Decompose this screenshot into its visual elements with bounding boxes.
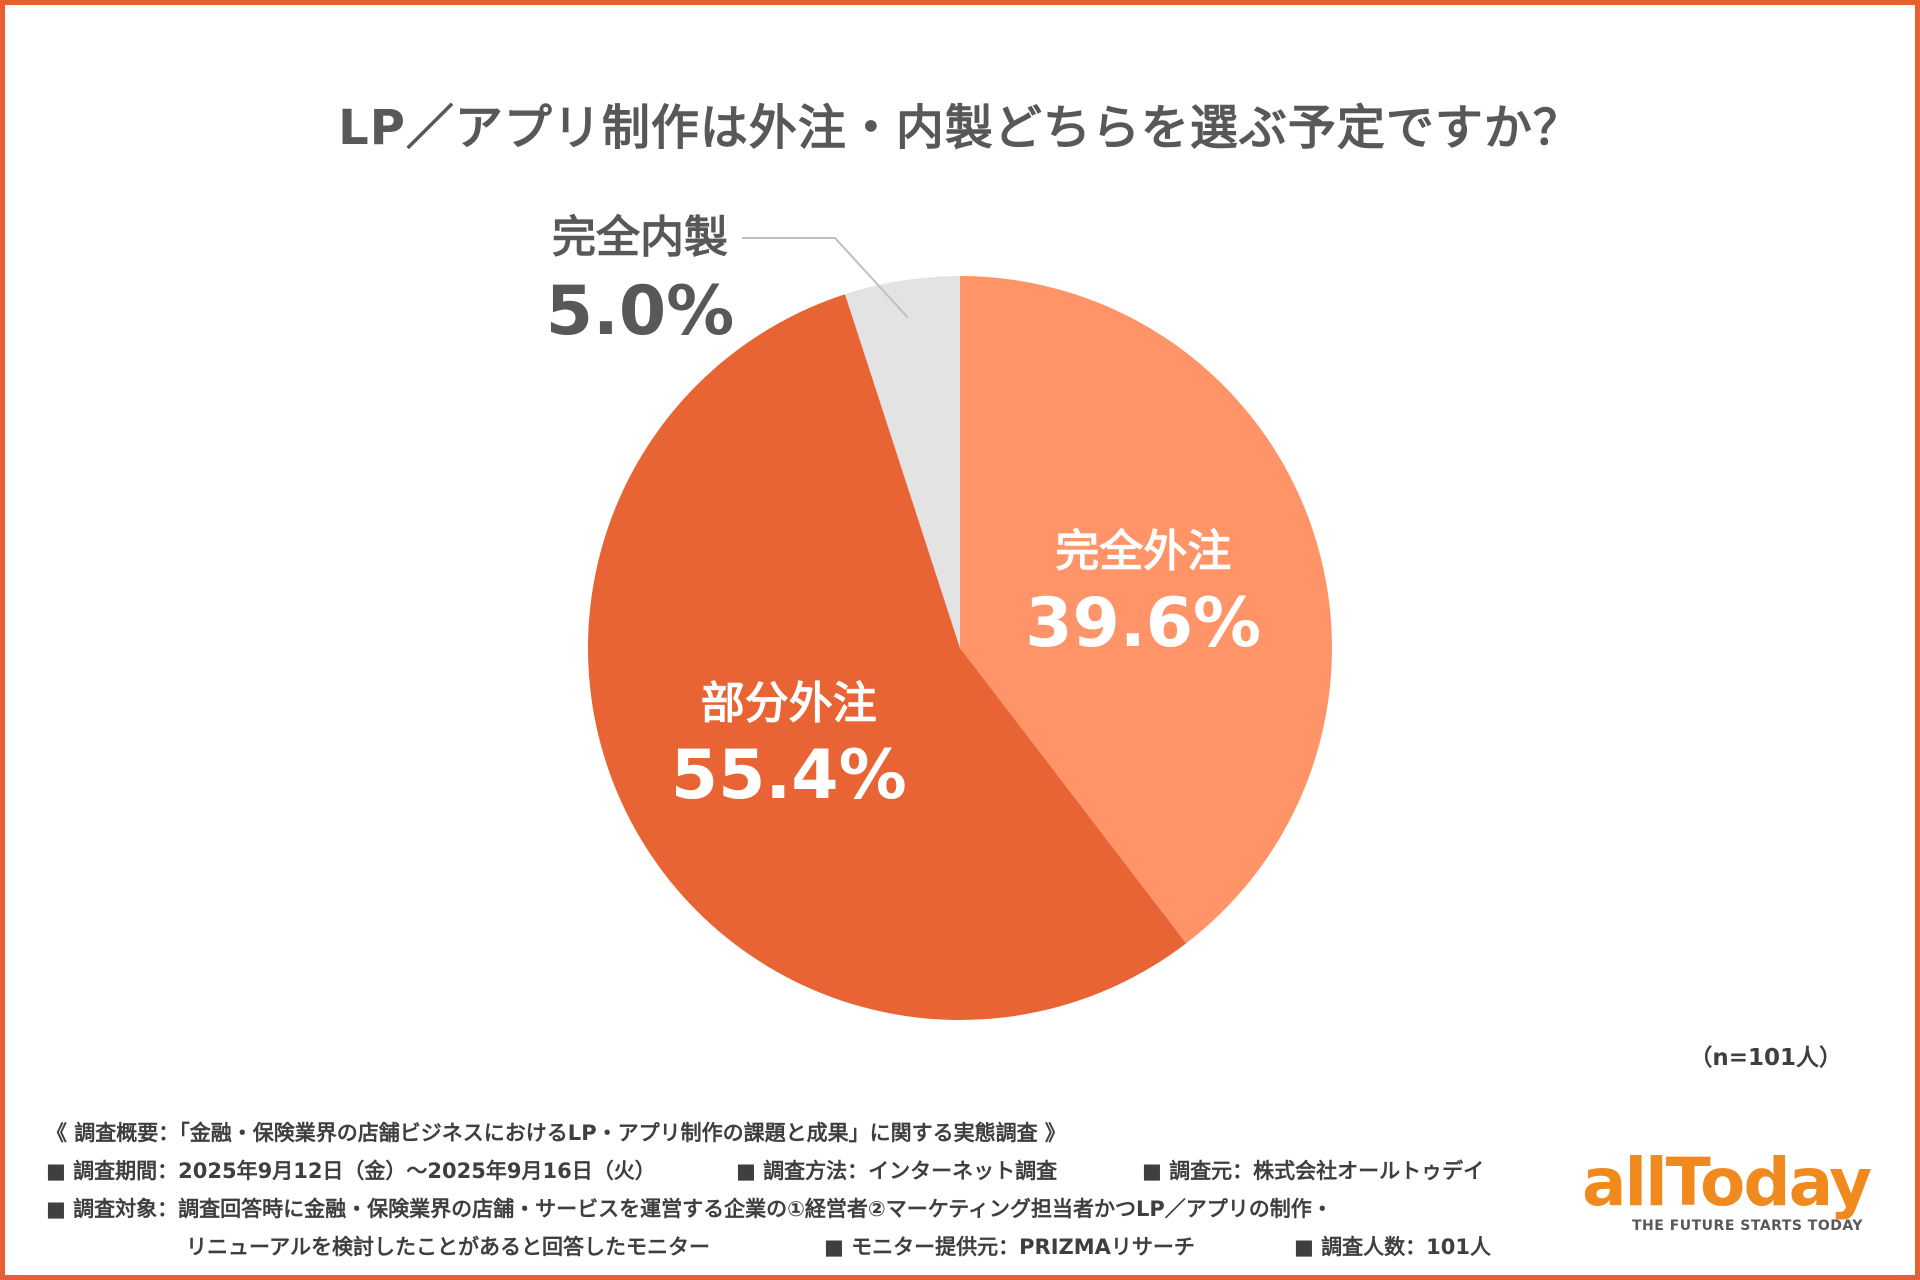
slice-label-0: 完全外注 (1055, 526, 1231, 577)
survey-method: ■ 調査方法：インターネット調査 (736, 1159, 1058, 1183)
slice-value-2: 5.0% (546, 272, 735, 351)
brand-logo: allToday THE FUTURE STARTS TODAY (1582, 1148, 1892, 1238)
logo-tagline: THE FUTURE STARTS TODAY (1632, 1218, 1864, 1234)
survey-count: ■ 調査人数：101人 (1294, 1235, 1491, 1259)
slice-value-1: 55.4% (671, 736, 907, 815)
logo-wordmark: allToday (1582, 1144, 1872, 1221)
survey-source: ■ 調査元：株式会社オールトゥデイ (1142, 1159, 1485, 1183)
survey-provider: ■ モニター提供元：PRIZMAリサーチ (824, 1235, 1195, 1259)
survey-target-line1: ■ 調査対象：調査回答時に金融・保険業界の店舗・サービスを運営する企業の①経営者… (46, 1197, 1333, 1221)
chart-title: LP／アプリ制作は外注・内製どちらを選ぶ予定ですか？ (338, 100, 1582, 156)
pie-slice-0 (960, 276, 1332, 944)
slice-label-2: 完全内製 (552, 212, 728, 263)
sample-size-label: （n=101人） (1689, 1045, 1842, 1071)
leader-line-2 (742, 237, 909, 318)
survey-target-line2: リニューアルを検討したことがあると回答したモニター (186, 1235, 710, 1259)
survey-summary: 《 調査概要：「金融・保険業界の店舗ビジネスにおけるLP・アプリ制作の課題と成果… (46, 1121, 1066, 1145)
pie-slice-1 (587, 294, 1187, 1021)
slice-label-1: 部分外注 (701, 678, 877, 729)
pie-slice-2 (845, 276, 960, 648)
slice-value-0: 39.6% (1025, 584, 1261, 663)
survey-period: ■ 調査期間：2025年9月12日（金）〜2025年9月16日（火） (46, 1159, 656, 1183)
